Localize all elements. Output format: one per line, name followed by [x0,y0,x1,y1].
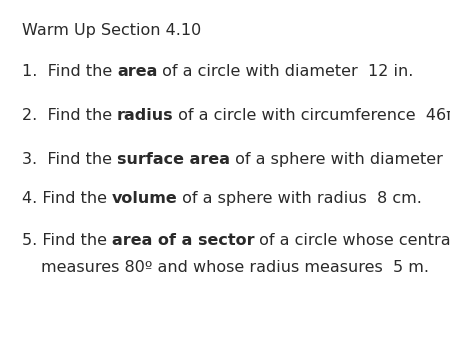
Text: measures 80º and whose radius measures  5 m.: measures 80º and whose radius measures 5… [41,260,429,275]
Text: of a sphere with radius  8 cm.: of a sphere with radius 8 cm. [177,191,423,206]
Text: surface area: surface area [117,152,230,167]
Text: 5. Find the: 5. Find the [22,233,112,248]
Text: 3.  Find the: 3. Find the [22,152,117,167]
Text: of a sphere with diameter  10 m.: of a sphere with diameter 10 m. [230,152,450,167]
Text: 4. Find the: 4. Find the [22,191,112,206]
Text: of a circle with diameter  12 in.: of a circle with diameter 12 in. [158,64,414,79]
Text: volume: volume [112,191,177,206]
Text: area: area [117,64,158,79]
Text: 1.  Find the: 1. Find the [22,64,117,79]
Text: of a circle with circumference  46π ft.: of a circle with circumference 46π ft. [173,108,450,123]
Text: area of a sector: area of a sector [112,233,254,248]
Text: of a circle whose central angle: of a circle whose central angle [254,233,450,248]
Text: radius: radius [117,108,174,123]
Text: 2.  Find the: 2. Find the [22,108,117,123]
Text: Warm Up Section 4.10: Warm Up Section 4.10 [22,23,201,39]
